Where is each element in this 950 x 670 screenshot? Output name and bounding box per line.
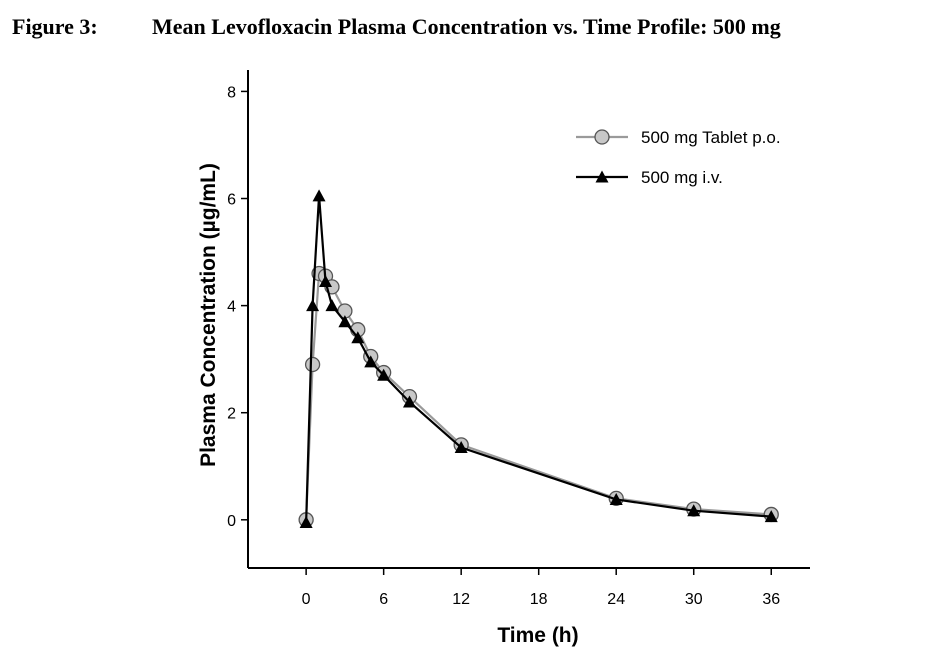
legend-item-tablet: 500 mg Tablet p.o. — [576, 128, 781, 147]
figure-header: Figure 3: Mean Levofloxacin Plasma Concen… — [12, 14, 781, 40]
iv-data-point — [306, 299, 320, 312]
iv-data-point — [351, 331, 365, 344]
iv-data-point — [377, 368, 391, 381]
y-tick-label: 6 — [227, 192, 236, 209]
series-tablet-po — [298, 265, 779, 528]
y-axis-label: Plasma Concentration (µg/mL) — [197, 163, 220, 467]
x-tick-label: 0 — [302, 591, 311, 608]
x-tick-label: 6 — [379, 591, 388, 608]
y-tick-label: 2 — [227, 406, 236, 423]
iv-data-point — [325, 299, 339, 312]
iv-data-point — [364, 355, 378, 368]
iv-data-point — [764, 510, 778, 523]
iv-data-point — [402, 395, 416, 408]
chart-axes — [247, 70, 810, 569]
iv-data-point — [609, 492, 623, 505]
x-tick-label: 12 — [452, 591, 470, 608]
legend-circle-marker — [594, 129, 610, 145]
x-tick-label: 18 — [530, 591, 548, 608]
tablet-data-point — [304, 356, 321, 373]
iv-data-point — [687, 504, 701, 517]
figure-title: Mean Levofloxacin Plasma Concentration v… — [152, 14, 781, 39]
x-axis-label: Time (h) — [497, 624, 578, 647]
x-tick-label: 24 — [607, 591, 625, 608]
y-tick-label: 0 — [227, 513, 236, 530]
iv-data-point — [338, 315, 352, 328]
x-tick-label: 30 — [685, 591, 703, 608]
x-tick-label: 36 — [762, 591, 780, 608]
legend-item-iv: 500 mg i.v. — [576, 168, 723, 187]
series-iv — [299, 189, 778, 529]
iv-data-point — [312, 189, 326, 202]
legend-triangle-marker — [595, 170, 609, 183]
chart-series — [298, 189, 779, 529]
legend-label: 500 mg i.v. — [641, 168, 723, 187]
iv-data-point — [454, 441, 468, 454]
iv-data-point — [299, 515, 313, 529]
y-tick-label: 4 — [227, 299, 236, 316]
chart-legend: 500 mg Tablet p.o. 500 mg i.v. — [576, 128, 781, 187]
iv-data-point — [319, 275, 333, 288]
legend-label: 500 mg Tablet p.o. — [641, 128, 781, 147]
tablet-line — [305, 271, 772, 520]
figure-label: Figure 3: — [12, 14, 98, 39]
y-tick-label: 8 — [227, 84, 236, 101]
iv-line — [305, 195, 772, 523]
